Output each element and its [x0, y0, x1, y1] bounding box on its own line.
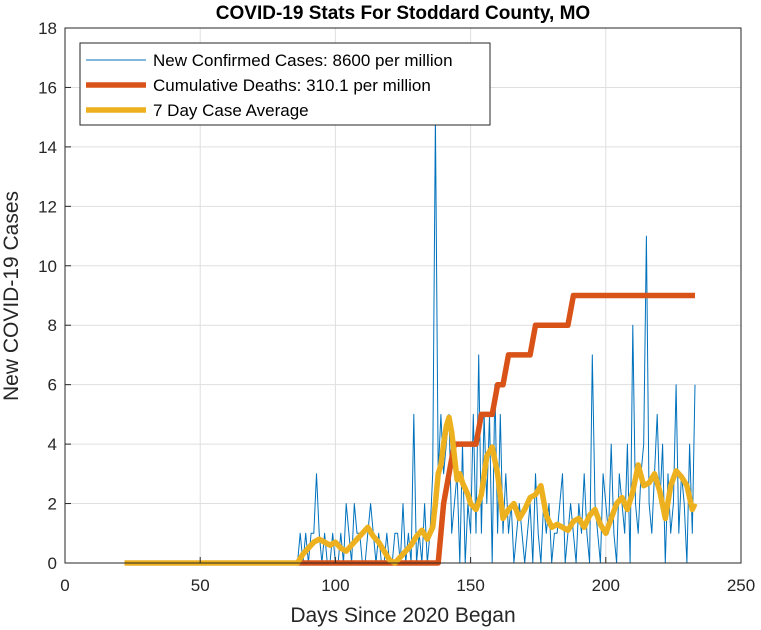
legend-entry-label: Cumulative Deaths: 310.1 per million [153, 76, 431, 95]
y-tick-label: 4 [48, 435, 57, 454]
x-tick-label: 200 [592, 576, 620, 595]
legend-entry-label: New Confirmed Cases: 8600 per million [153, 51, 453, 70]
series-line-3 [124, 414, 698, 566]
legend-entry-label: 7 Day Case Average [153, 101, 309, 120]
y-tick-label: 2 [48, 495, 57, 514]
axis-ticks: 0 50 100 150 200 250 0 2 4 6 8 10 12 14 16 18 [38, 19, 755, 595]
legend: New Confirmed Cases: 8600 per million Cum… [79, 42, 491, 126]
x-tick-label: 250 [727, 576, 755, 595]
x-tick-label: 150 [456, 576, 484, 595]
y-tick-label: 12 [38, 197, 57, 216]
y-tick-label: 10 [38, 257, 57, 276]
legend-box [79, 42, 491, 126]
y-tick-label: 18 [38, 19, 57, 38]
x-axis-label: Days Since 2020 Began [290, 604, 515, 627]
x-tick-label: 100 [321, 576, 349, 595]
x-tick-label: 50 [191, 576, 210, 595]
y-tick-label: 16 [38, 78, 57, 97]
y-tick-label: 14 [38, 138, 57, 157]
x-tick-label: 0 [60, 576, 69, 595]
series-layer [124, 116, 698, 566]
series-line-2 [297, 292, 695, 566]
plot-area-border [64, 27, 742, 564]
y-tick-label: 8 [48, 316, 57, 335]
y-tick-label: 6 [48, 376, 57, 395]
y-axis-label: New COVID-19 Cases [0, 191, 23, 401]
y-tick-label: 0 [48, 554, 57, 573]
chart-title: COVID-19 Stats For Stoddard County, MO [216, 3, 590, 24]
